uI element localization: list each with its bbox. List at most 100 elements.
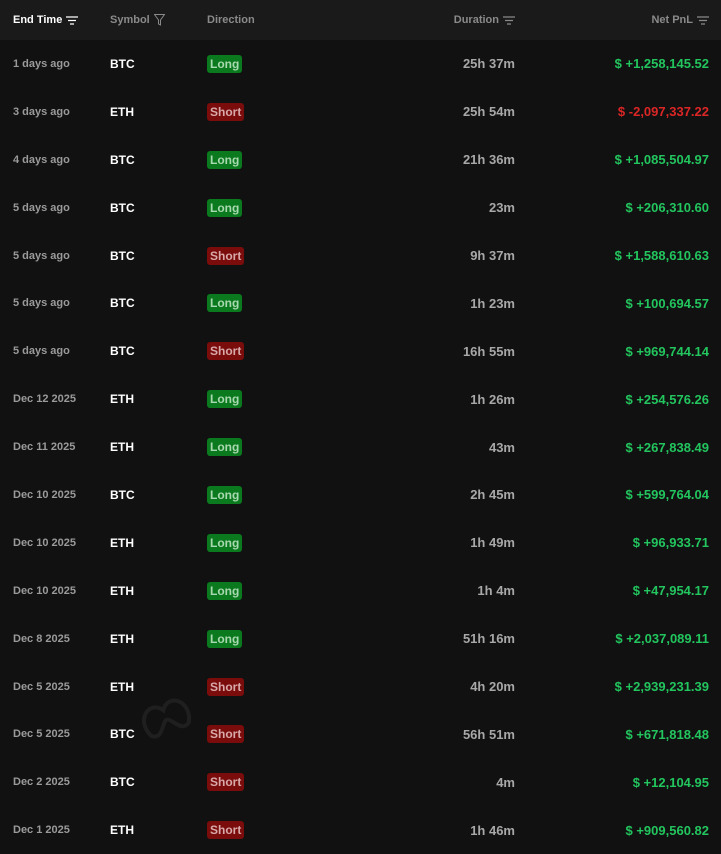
end-time: Dec 5 2025 — [13, 680, 70, 693]
end-time: Dec 1 2025 — [13, 824, 70, 837]
table-row[interactable]: Dec 5 2025 ETH Short 4h 20m $ +2,939,231… — [0, 663, 721, 711]
table-row[interactable]: Dec 12 2025 ETH Long 1h 26m $ +254,576.2… — [0, 375, 721, 423]
symbol: ETH — [110, 440, 134, 455]
end-time: 5 days ago — [13, 249, 70, 262]
table-row[interactable]: Dec 10 2025 ETH Long 1h 4m $ +47,954.17 — [0, 567, 721, 615]
symbol: BTC — [110, 152, 135, 167]
duration: 56h 51m — [462, 726, 515, 742]
end-time: Dec 5 2025 — [13, 728, 70, 741]
sort-icon[interactable] — [66, 15, 79, 25]
direction-cell: Short — [207, 725, 337, 744]
duration: 4h 20m — [470, 679, 515, 695]
direction-cell: Long — [207, 581, 337, 600]
duration: 2h 45m — [470, 487, 515, 503]
direction-cell: Long — [207, 54, 337, 73]
duration: 1h 26m — [470, 391, 515, 407]
table-row[interactable]: 5 days ago BTC Short 16h 55m $ +969,744.… — [0, 327, 721, 375]
duration: 1h 23m — [470, 295, 515, 311]
direction-badge: Short — [207, 773, 245, 792]
table-row[interactable]: 4 days ago BTC Long 21h 36m $ +1,085,504… — [0, 136, 721, 184]
direction-cell: Long — [207, 485, 337, 504]
symbol: BTC — [110, 248, 135, 263]
table-row[interactable]: Dec 10 2025 ETH Long 1h 49m $ +96,933.71 — [0, 519, 721, 567]
net-pnl: $ +599,764.04 — [625, 487, 710, 503]
duration: 25h 37m — [462, 56, 515, 72]
end-time: Dec 10 2025 — [13, 584, 76, 597]
direction-badge: Long — [207, 438, 243, 457]
end-time: 3 days ago — [13, 105, 70, 118]
duration: 21h 36m — [462, 152, 515, 168]
symbol: BTC — [110, 200, 135, 215]
table-row[interactable]: Dec 10 2025 BTC Long 2h 45m $ +599,764.0… — [0, 471, 721, 519]
direction-cell: Long — [207, 150, 337, 169]
end-time: Dec 2 2025 — [13, 776, 70, 789]
duration: 16h 55m — [462, 343, 515, 359]
sort-icon[interactable] — [697, 15, 709, 25]
symbol: BTC — [110, 487, 135, 502]
column-symbol[interactable]: Symbol — [97, 14, 207, 26]
duration: 43m — [488, 439, 515, 455]
net-pnl: $ +100,694.57 — [625, 295, 710, 311]
end-time: 4 days ago — [13, 153, 70, 166]
direction-badge: Short — [207, 342, 245, 361]
table-row[interactable]: Dec 5 2025 BTC Short 56h 51m $ +671,818.… — [0, 710, 721, 758]
end-time: Dec 8 2025 — [13, 632, 70, 645]
table-row[interactable]: Dec 2 2025 BTC Short 4m $ +12,104.95 — [0, 758, 721, 806]
table-row[interactable]: 5 days ago BTC Long 1h 23m $ +100,694.57 — [0, 279, 721, 327]
column-end-time[interactable]: End Time — [0, 14, 97, 26]
direction-badge: Short — [207, 821, 245, 840]
column-duration[interactable]: Duration — [337, 14, 515, 26]
direction-badge: Short — [207, 102, 245, 121]
table-row[interactable]: 5 days ago BTC Long 23m $ +206,310.60 — [0, 184, 721, 232]
direction-badge: Short — [207, 246, 245, 265]
symbol: ETH — [110, 104, 134, 119]
direction-cell: Long — [207, 629, 337, 648]
symbol: ETH — [110, 392, 134, 407]
symbol: ETH — [110, 679, 134, 694]
net-pnl: $ +969,744.14 — [625, 343, 710, 359]
end-time: Dec 11 2025 — [13, 441, 76, 454]
table-row[interactable]: 5 days ago BTC Short 9h 37m $ +1,588,610… — [0, 232, 721, 280]
net-pnl: $ -2,097,337.22 — [617, 104, 709, 120]
table-row[interactable]: 3 days ago ETH Short 25h 54m $ -2,097,33… — [0, 88, 721, 136]
table-header: End Time Symbol Direction Duration Net P… — [0, 0, 721, 40]
duration: 1h 49m — [470, 535, 515, 551]
table-row[interactable]: Dec 8 2025 ETH Long 51h 16m $ +2,037,089… — [0, 615, 721, 663]
direction-cell: Short — [207, 102, 337, 121]
symbol: BTC — [110, 344, 135, 359]
direction-cell: Short — [207, 821, 337, 840]
symbol: BTC — [110, 56, 135, 71]
direction-badge: Long — [207, 150, 243, 169]
end-time: Dec 10 2025 — [13, 536, 76, 549]
symbol: BTC — [110, 775, 135, 790]
symbol: BTC — [110, 296, 135, 311]
net-pnl: $ +206,310.60 — [625, 200, 710, 216]
net-pnl: $ +1,085,504.97 — [614, 152, 709, 168]
symbol: ETH — [110, 535, 134, 550]
direction-badge: Long — [207, 294, 243, 313]
net-pnl: $ +671,818.48 — [625, 726, 710, 742]
net-pnl: $ +96,933.71 — [632, 535, 709, 551]
direction-badge: Long — [207, 581, 243, 600]
table-row[interactable]: Dec 1 2025 ETH Short 1h 46m $ +909,560.8… — [0, 806, 721, 854]
end-time: 1 days ago — [13, 57, 70, 70]
direction-cell: Long — [207, 438, 337, 457]
symbol: ETH — [110, 631, 134, 646]
direction-badge: Short — [207, 725, 245, 744]
table-row[interactable]: Dec 11 2025 ETH Long 43m $ +267,838.49 — [0, 423, 721, 471]
direction-cell: Short — [207, 246, 337, 265]
duration: 1h 4m — [477, 583, 515, 599]
duration: 25h 54m — [462, 104, 515, 120]
net-pnl: $ +254,576.26 — [625, 391, 710, 407]
direction-badge: Long — [207, 54, 243, 73]
column-net-pnl[interactable]: Net PnL — [515, 14, 709, 26]
table-row[interactable]: 1 days ago BTC Long 25h 37m $ +1,258,145… — [0, 40, 721, 88]
net-pnl: $ +267,838.49 — [625, 439, 710, 455]
duration: 23m — [488, 200, 515, 216]
end-time: Dec 12 2025 — [13, 393, 76, 406]
filter-icon[interactable] — [153, 14, 165, 26]
sort-icon[interactable] — [503, 15, 515, 25]
direction-badge: Long — [207, 198, 243, 217]
net-pnl: $ +1,258,145.52 — [614, 56, 709, 72]
net-pnl: $ +12,104.95 — [632, 774, 709, 790]
